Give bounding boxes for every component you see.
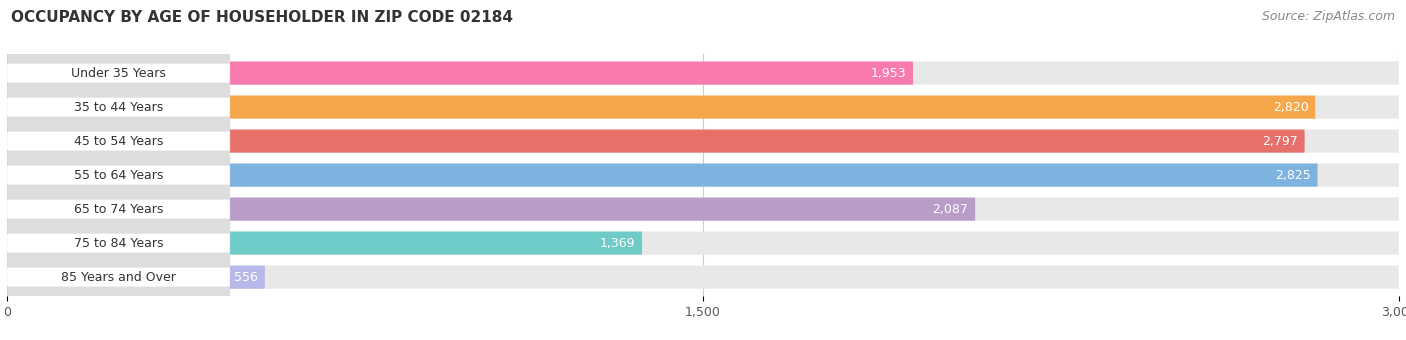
Text: 2,820: 2,820 [1272,101,1309,114]
FancyBboxPatch shape [7,200,231,287]
FancyBboxPatch shape [7,266,1399,289]
FancyBboxPatch shape [7,96,1399,119]
FancyBboxPatch shape [7,64,231,151]
FancyBboxPatch shape [7,64,229,83]
Text: 85 Years and Over: 85 Years and Over [60,271,176,284]
FancyBboxPatch shape [7,234,229,253]
FancyBboxPatch shape [7,164,1317,187]
FancyBboxPatch shape [7,198,976,221]
FancyBboxPatch shape [7,232,1399,255]
FancyBboxPatch shape [7,62,912,85]
Text: 1,953: 1,953 [870,67,907,80]
FancyBboxPatch shape [7,200,229,219]
FancyBboxPatch shape [7,166,231,253]
Text: 55 to 64 Years: 55 to 64 Years [73,169,163,182]
FancyBboxPatch shape [7,62,1399,85]
FancyBboxPatch shape [7,132,231,219]
Text: 45 to 54 Years: 45 to 54 Years [73,135,163,148]
FancyBboxPatch shape [7,198,1399,221]
Text: 65 to 74 Years: 65 to 74 Years [73,203,163,216]
Text: 2,825: 2,825 [1275,169,1310,182]
FancyBboxPatch shape [7,164,1399,187]
Text: 35 to 44 Years: 35 to 44 Years [73,101,163,114]
Text: 75 to 84 Years: 75 to 84 Years [73,237,163,250]
FancyBboxPatch shape [7,30,231,117]
FancyBboxPatch shape [7,98,229,117]
FancyBboxPatch shape [7,266,264,289]
FancyBboxPatch shape [7,130,1305,153]
Text: 2,087: 2,087 [932,203,969,216]
FancyBboxPatch shape [7,98,231,185]
Text: Under 35 Years: Under 35 Years [70,67,166,80]
FancyBboxPatch shape [7,234,231,321]
FancyBboxPatch shape [7,166,229,185]
FancyBboxPatch shape [7,96,1315,119]
Text: 1,369: 1,369 [600,237,636,250]
FancyBboxPatch shape [7,268,229,287]
FancyBboxPatch shape [7,132,229,151]
Text: OCCUPANCY BY AGE OF HOUSEHOLDER IN ZIP CODE 02184: OCCUPANCY BY AGE OF HOUSEHOLDER IN ZIP C… [11,10,513,25]
Text: Source: ZipAtlas.com: Source: ZipAtlas.com [1261,10,1395,23]
Text: 556: 556 [235,271,259,284]
FancyBboxPatch shape [7,130,1399,153]
FancyBboxPatch shape [7,232,643,255]
Text: 2,797: 2,797 [1263,135,1298,148]
